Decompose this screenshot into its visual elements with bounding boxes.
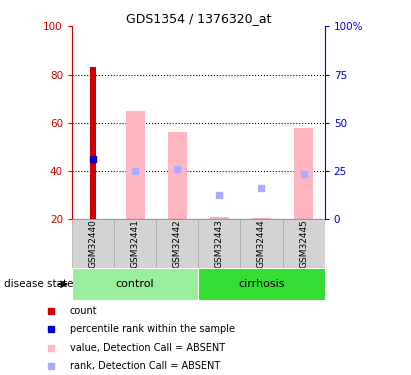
Bar (240, 219, 283, 268)
Text: count: count (69, 306, 97, 316)
Bar (282, 219, 325, 268)
Bar (126, 111, 145, 219)
Bar (198, 219, 240, 268)
Text: cirrhosis: cirrhosis (238, 279, 285, 289)
Bar (90, 67, 95, 219)
Text: value, Detection Call = ABSENT: value, Detection Call = ABSENT (69, 343, 225, 352)
Text: rank, Detection Call = ABSENT: rank, Detection Call = ABSENT (69, 361, 220, 371)
Bar (156, 219, 198, 268)
Bar (114, 219, 156, 268)
Title: GDS1354 / 1376320_at: GDS1354 / 1376320_at (125, 12, 271, 25)
Bar (198, 268, 325, 300)
Bar (210, 217, 229, 219)
Bar (168, 132, 187, 219)
Text: control: control (116, 279, 155, 289)
Text: disease state: disease state (4, 279, 74, 289)
Bar (252, 218, 271, 219)
Text: GSM32445: GSM32445 (299, 219, 308, 268)
Text: GSM32442: GSM32442 (173, 219, 182, 268)
Text: GSM32441: GSM32441 (131, 219, 140, 268)
Text: GSM32444: GSM32444 (257, 219, 266, 268)
Text: percentile rank within the sample: percentile rank within the sample (69, 324, 235, 334)
Bar (72, 268, 198, 300)
Text: GSM32443: GSM32443 (215, 219, 224, 268)
Text: GSM32440: GSM32440 (88, 219, 97, 268)
Bar (294, 128, 313, 219)
Bar (72, 219, 114, 268)
